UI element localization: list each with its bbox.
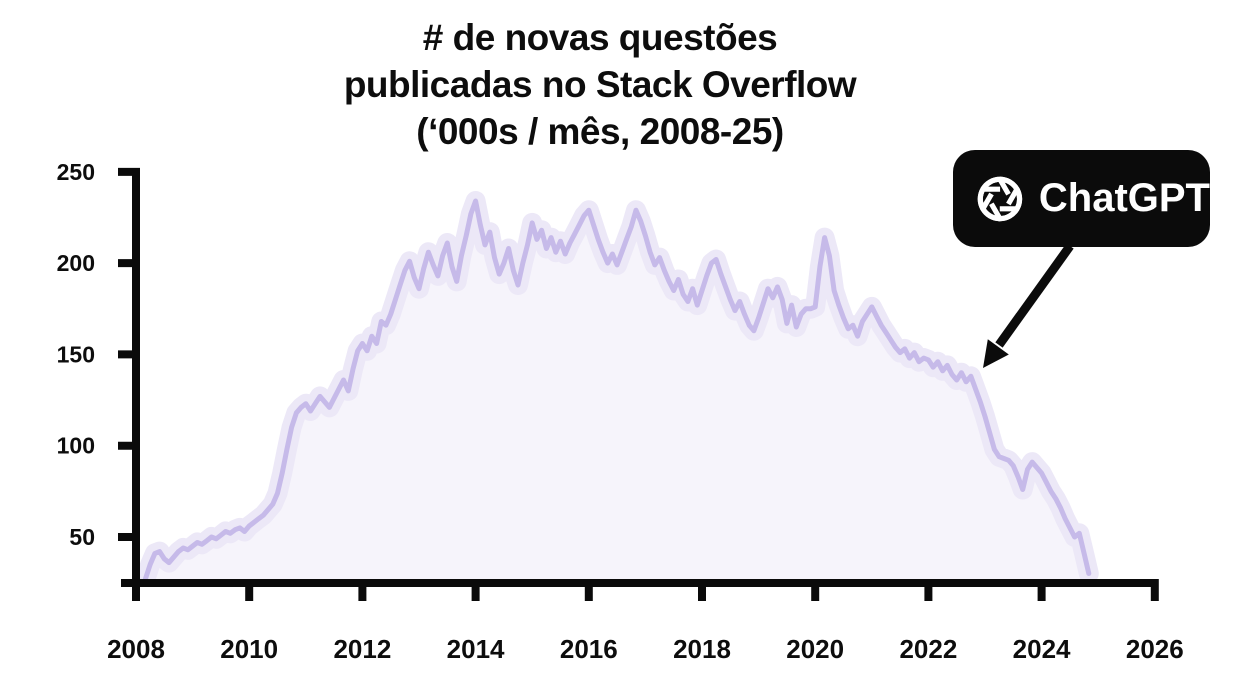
y-tick-label-150: 150 [57, 341, 95, 367]
y-tick-label-100: 100 [57, 433, 95, 459]
chatgpt-arrow [983, 243, 1074, 368]
series-line [142, 198, 1092, 582]
axis-ticks [118, 167, 1159, 601]
y-tick-label-200: 200 [57, 250, 95, 276]
chart-title-line-2: publicadas no Stack Overflow [343, 64, 857, 105]
x-tick-label-2016: 2016 [560, 634, 618, 664]
axes: 2008 2010 2012 2014 2016 2018 2020 2022 2024 2026… [57, 159, 1184, 664]
area-fill [145, 201, 1089, 583]
x-tick-label-2022: 2022 [899, 634, 957, 664]
x-tick-label-2024: 2024 [1013, 634, 1071, 664]
x-tick-label-2020: 2020 [786, 634, 844, 664]
openai-logo-icon [977, 176, 1023, 221]
chart-title: # de novas questões publicadas no Stack … [0, 14, 1200, 155]
x-tick-label-2012: 2012 [333, 634, 391, 664]
chart-title-line-3: (‘000s / mês, 2008-25) [416, 111, 784, 152]
y-tick-label-250: 250 [57, 159, 95, 185]
chatgpt-badge-label: ChatGPT [1038, 176, 1210, 220]
chart-title-line-1: # de novas questões [422, 17, 778, 58]
x-tick-label-2008: 2008 [107, 634, 165, 664]
series-group [135, 191, 1099, 583]
chatgpt-arrow-shaft [995, 243, 1074, 348]
y-tick-label-50: 50 [69, 524, 95, 550]
x-tick-label-2026: 2026 [1126, 634, 1184, 664]
chatgpt-badge: ChatGPT [953, 150, 1210, 247]
chatgpt-arrow-head [983, 339, 1009, 368]
x-tick-label-2014: 2014 [447, 634, 505, 664]
axis-labels: 2008 2010 2012 2014 2016 2018 2020 2022 2024 2026… [57, 159, 1184, 664]
x-tick-label-2018: 2018 [673, 634, 731, 664]
x-tick-label-2010: 2010 [220, 634, 278, 664]
